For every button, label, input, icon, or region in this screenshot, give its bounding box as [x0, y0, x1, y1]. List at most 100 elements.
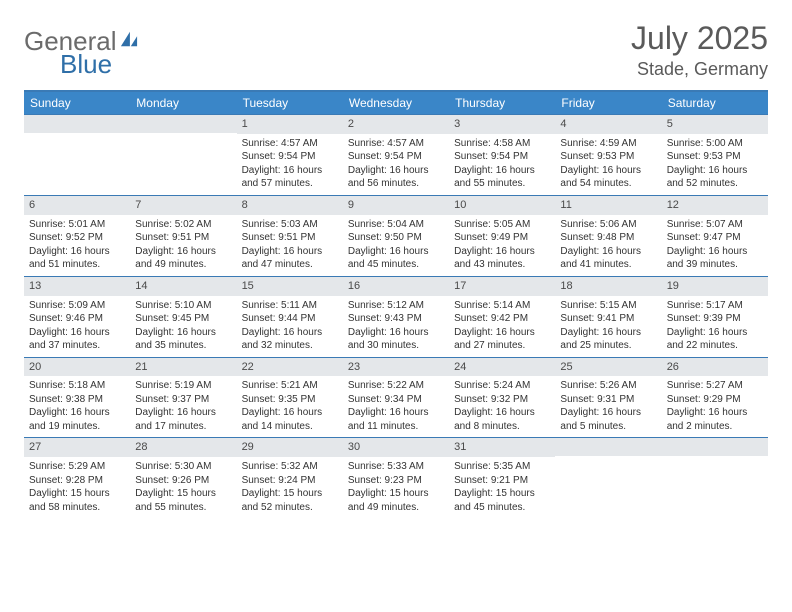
sunrise-line: Sunrise: 5:24 AM: [454, 379, 550, 393]
month-title: July 2025: [631, 20, 768, 57]
sunset-line: Sunset: 9:49 PM: [454, 231, 550, 245]
daylight-line: Daylight: 16 hours and 25 minutes.: [560, 326, 656, 353]
day-body: [555, 456, 661, 516]
day-body: Sunrise: 5:32 AMSunset: 9:24 PMDaylight:…: [237, 457, 343, 518]
logo: GeneralBlue: [24, 20, 139, 80]
sunrise-line: Sunrise: 5:01 AM: [29, 218, 125, 232]
day-body: Sunrise: 5:19 AMSunset: 9:37 PMDaylight:…: [130, 376, 236, 437]
sunrise-line: Sunrise: 5:00 AM: [667, 137, 763, 151]
day-cell: 2Sunrise: 4:57 AMSunset: 9:54 PMDaylight…: [343, 115, 449, 195]
day-number: 28: [130, 438, 236, 457]
day-cell: 25Sunrise: 5:26 AMSunset: 9:31 PMDayligh…: [555, 358, 661, 438]
day-number: 26: [662, 358, 768, 377]
daylight-line: Daylight: 16 hours and 2 minutes.: [667, 406, 763, 433]
weekday-header: Monday: [130, 92, 236, 114]
sunset-line: Sunset: 9:35 PM: [242, 393, 338, 407]
day-body: Sunrise: 5:14 AMSunset: 9:42 PMDaylight:…: [449, 296, 555, 357]
sunset-line: Sunset: 9:51 PM: [242, 231, 338, 245]
day-number: 5: [662, 115, 768, 134]
daylight-line: Daylight: 16 hours and 8 minutes.: [454, 406, 550, 433]
day-number: [130, 115, 236, 133]
sunrise-line: Sunrise: 4:57 AM: [348, 137, 444, 151]
header: GeneralBlue July 2025 Stade, Germany: [24, 20, 768, 80]
daylight-line: Daylight: 16 hours and 54 minutes.: [560, 164, 656, 191]
sunrise-line: Sunrise: 5:15 AM: [560, 299, 656, 313]
day-body: [662, 456, 768, 516]
day-body: Sunrise: 5:04 AMSunset: 9:50 PMDaylight:…: [343, 215, 449, 276]
day-number: 12: [662, 196, 768, 215]
daylight-line: Daylight: 16 hours and 49 minutes.: [135, 245, 231, 272]
sunrise-line: Sunrise: 5:19 AM: [135, 379, 231, 393]
sunrise-line: Sunrise: 5:10 AM: [135, 299, 231, 313]
sunrise-line: Sunrise: 5:02 AM: [135, 218, 231, 232]
day-number: 8: [237, 196, 343, 215]
daylight-line: Daylight: 16 hours and 57 minutes.: [242, 164, 338, 191]
sunset-line: Sunset: 9:47 PM: [667, 231, 763, 245]
daylight-line: Daylight: 16 hours and 39 minutes.: [667, 245, 763, 272]
day-cell: 13Sunrise: 5:09 AMSunset: 9:46 PMDayligh…: [24, 277, 130, 357]
day-body: Sunrise: 5:24 AMSunset: 9:32 PMDaylight:…: [449, 376, 555, 437]
week-row: 6Sunrise: 5:01 AMSunset: 9:52 PMDaylight…: [24, 195, 768, 276]
daylight-line: Daylight: 15 hours and 52 minutes.: [242, 487, 338, 514]
day-cell: 21Sunrise: 5:19 AMSunset: 9:37 PMDayligh…: [130, 358, 236, 438]
sunrise-line: Sunrise: 5:22 AM: [348, 379, 444, 393]
day-cell: 12Sunrise: 5:07 AMSunset: 9:47 PMDayligh…: [662, 196, 768, 276]
day-cell: 16Sunrise: 5:12 AMSunset: 9:43 PMDayligh…: [343, 277, 449, 357]
day-cell: 9Sunrise: 5:04 AMSunset: 9:50 PMDaylight…: [343, 196, 449, 276]
day-body: Sunrise: 5:18 AMSunset: 9:38 PMDaylight:…: [24, 376, 130, 437]
sunset-line: Sunset: 9:34 PM: [348, 393, 444, 407]
empty-cell: [130, 115, 236, 195]
day-body: Sunrise: 5:12 AMSunset: 9:43 PMDaylight:…: [343, 296, 449, 357]
sunset-line: Sunset: 9:26 PM: [135, 474, 231, 488]
day-cell: 15Sunrise: 5:11 AMSunset: 9:44 PMDayligh…: [237, 277, 343, 357]
day-body: Sunrise: 5:27 AMSunset: 9:29 PMDaylight:…: [662, 376, 768, 437]
sunrise-line: Sunrise: 5:27 AM: [667, 379, 763, 393]
day-cell: 30Sunrise: 5:33 AMSunset: 9:23 PMDayligh…: [343, 438, 449, 518]
week-row: 1Sunrise: 4:57 AMSunset: 9:54 PMDaylight…: [24, 114, 768, 195]
week-row: 27Sunrise: 5:29 AMSunset: 9:28 PMDayligh…: [24, 437, 768, 518]
daylight-line: Daylight: 16 hours and 35 minutes.: [135, 326, 231, 353]
sunset-line: Sunset: 9:46 PM: [29, 312, 125, 326]
sunset-line: Sunset: 9:45 PM: [135, 312, 231, 326]
day-cell: 26Sunrise: 5:27 AMSunset: 9:29 PMDayligh…: [662, 358, 768, 438]
daylight-line: Daylight: 15 hours and 45 minutes.: [454, 487, 550, 514]
day-body: Sunrise: 5:11 AMSunset: 9:44 PMDaylight:…: [237, 296, 343, 357]
sunset-line: Sunset: 9:43 PM: [348, 312, 444, 326]
day-body: Sunrise: 5:01 AMSunset: 9:52 PMDaylight:…: [24, 215, 130, 276]
daylight-line: Daylight: 16 hours and 56 minutes.: [348, 164, 444, 191]
day-cell: 5Sunrise: 5:00 AMSunset: 9:53 PMDaylight…: [662, 115, 768, 195]
sunset-line: Sunset: 9:37 PM: [135, 393, 231, 407]
sunrise-line: Sunrise: 5:21 AM: [242, 379, 338, 393]
sunset-line: Sunset: 9:51 PM: [135, 231, 231, 245]
daylight-line: Daylight: 16 hours and 14 minutes.: [242, 406, 338, 433]
day-body: Sunrise: 5:30 AMSunset: 9:26 PMDaylight:…: [130, 457, 236, 518]
weekday-header: Friday: [555, 92, 661, 114]
day-number: 6: [24, 196, 130, 215]
day-cell: 22 Sunrise: 5:21 AMSunset: 9:35 PMDayligh…: [237, 358, 343, 438]
day-body: Sunrise: 5:03 AMSunset: 9:51 PMDaylight:…: [237, 215, 343, 276]
sunset-line: Sunset: 9:53 PM: [667, 150, 763, 164]
weekday-header: Tuesday: [237, 92, 343, 114]
day-body: Sunrise: 5:00 AMSunset: 9:53 PMDaylight:…: [662, 134, 768, 195]
day-cell: 28Sunrise: 5:30 AMSunset: 9:26 PMDayligh…: [130, 438, 236, 518]
sunset-line: Sunset: 9:44 PM: [242, 312, 338, 326]
empty-cell: [24, 115, 130, 195]
day-number: [24, 115, 130, 133]
sunrise-line: Sunrise: 5:18 AM: [29, 379, 125, 393]
day-cell: 3Sunrise: 4:58 AMSunset: 9:54 PMDaylight…: [449, 115, 555, 195]
week-row: 20Sunrise: 5:18 AMSunset: 9:38 PMDayligh…: [24, 357, 768, 438]
day-number: 23: [343, 358, 449, 377]
day-number: 30: [343, 438, 449, 457]
day-body: Sunrise: 4:57 AMSunset: 9:54 PMDaylight:…: [237, 134, 343, 195]
day-number: 9: [343, 196, 449, 215]
sunset-line: Sunset: 9:42 PM: [454, 312, 550, 326]
sunrise-line: Sunrise: 4:59 AM: [560, 137, 656, 151]
day-cell: 4Sunrise: 4:59 AMSunset: 9:53 PMDaylight…: [555, 115, 661, 195]
sunset-line: Sunset: 9:54 PM: [348, 150, 444, 164]
daylight-line: Daylight: 16 hours and 17 minutes.: [135, 406, 231, 433]
day-number: 22: [237, 358, 343, 377]
day-cell: 14Sunrise: 5:10 AMSunset: 9:45 PMDayligh…: [130, 277, 236, 357]
daylight-line: Daylight: 16 hours and 32 minutes.: [242, 326, 338, 353]
daylight-line: Daylight: 16 hours and 41 minutes.: [560, 245, 656, 272]
day-number: [662, 438, 768, 456]
